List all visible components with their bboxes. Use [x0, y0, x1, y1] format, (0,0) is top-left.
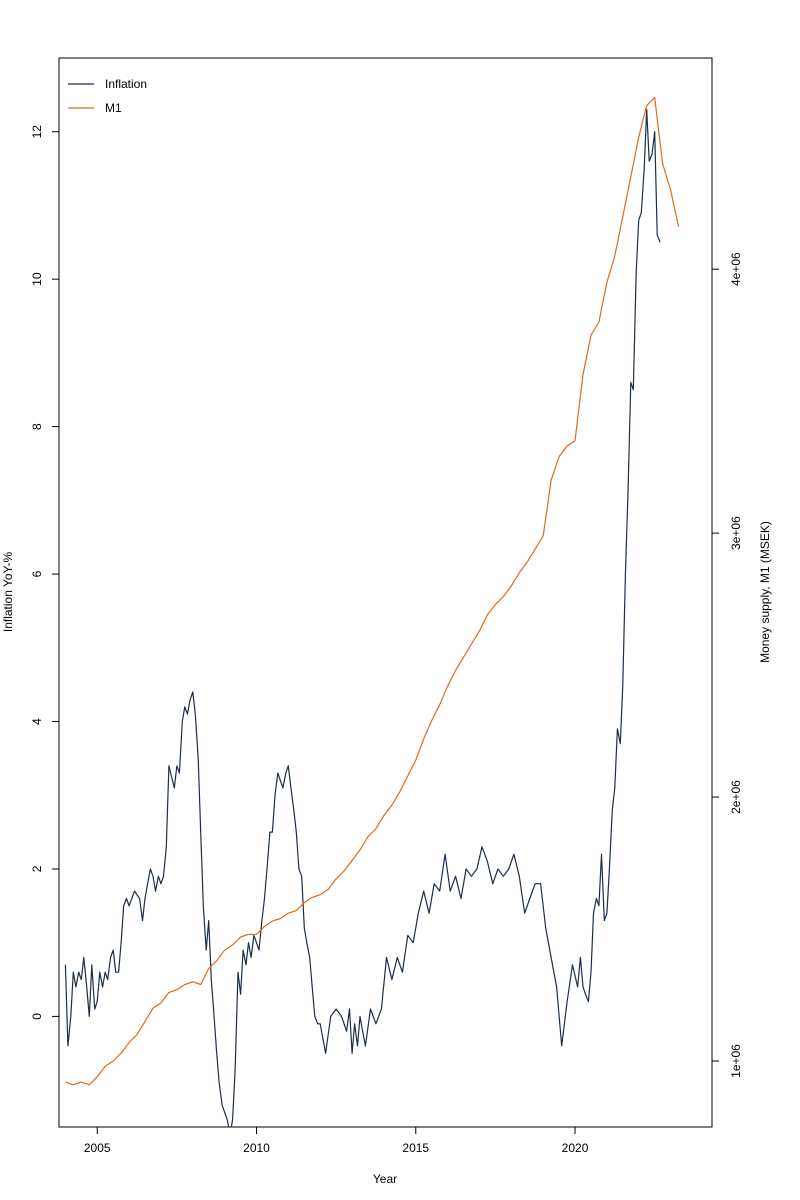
y-right-tick-label: 3e+06 [729, 516, 743, 550]
y-left-tick-label: 4 [30, 718, 44, 725]
y-left-tick-label: 2 [30, 865, 44, 872]
x-tick-label: 2015 [402, 1141, 429, 1155]
y-left-tick-label: 6 [30, 570, 44, 577]
y-left-tick-label: 8 [30, 423, 44, 430]
x-axis-title: Year [373, 1172, 397, 1186]
y-left-tick-label: 12 [30, 125, 44, 139]
series-line-m1 [65, 98, 678, 1085]
series-layer [65, 98, 678, 1135]
x-tick-label: 2005 [84, 1141, 111, 1155]
legend-label-inflation: Inflation [105, 77, 147, 91]
y-right-tick-label: 1e+06 [729, 1044, 743, 1078]
x-tick-label: 2010 [243, 1141, 270, 1155]
y-right-tick-label: 2e+06 [729, 780, 743, 814]
y-left-tick-label: 0 [30, 1013, 44, 1020]
y-left-tick-label: 10 [30, 272, 44, 286]
series-line-inflation [65, 110, 660, 1135]
y-axis-left: 0 2 4 6 8 10 12 [30, 125, 59, 1020]
y-axis-right: 1e+06 2e+06 3e+06 4e+06 [712, 252, 743, 1078]
legend-label-m1: M1 [105, 101, 122, 115]
x-tick-label: 2020 [562, 1141, 589, 1155]
legend: Inflation M1 [68, 77, 147, 115]
y-axis-left-title: Inflation YoY-% [1, 552, 15, 633]
y-right-tick-label: 4e+06 [729, 252, 743, 286]
y-axis-right-title: Money supply, M1 (MSEK) [758, 521, 772, 663]
x-axis: 2005 2010 2015 2020 [84, 1127, 589, 1155]
